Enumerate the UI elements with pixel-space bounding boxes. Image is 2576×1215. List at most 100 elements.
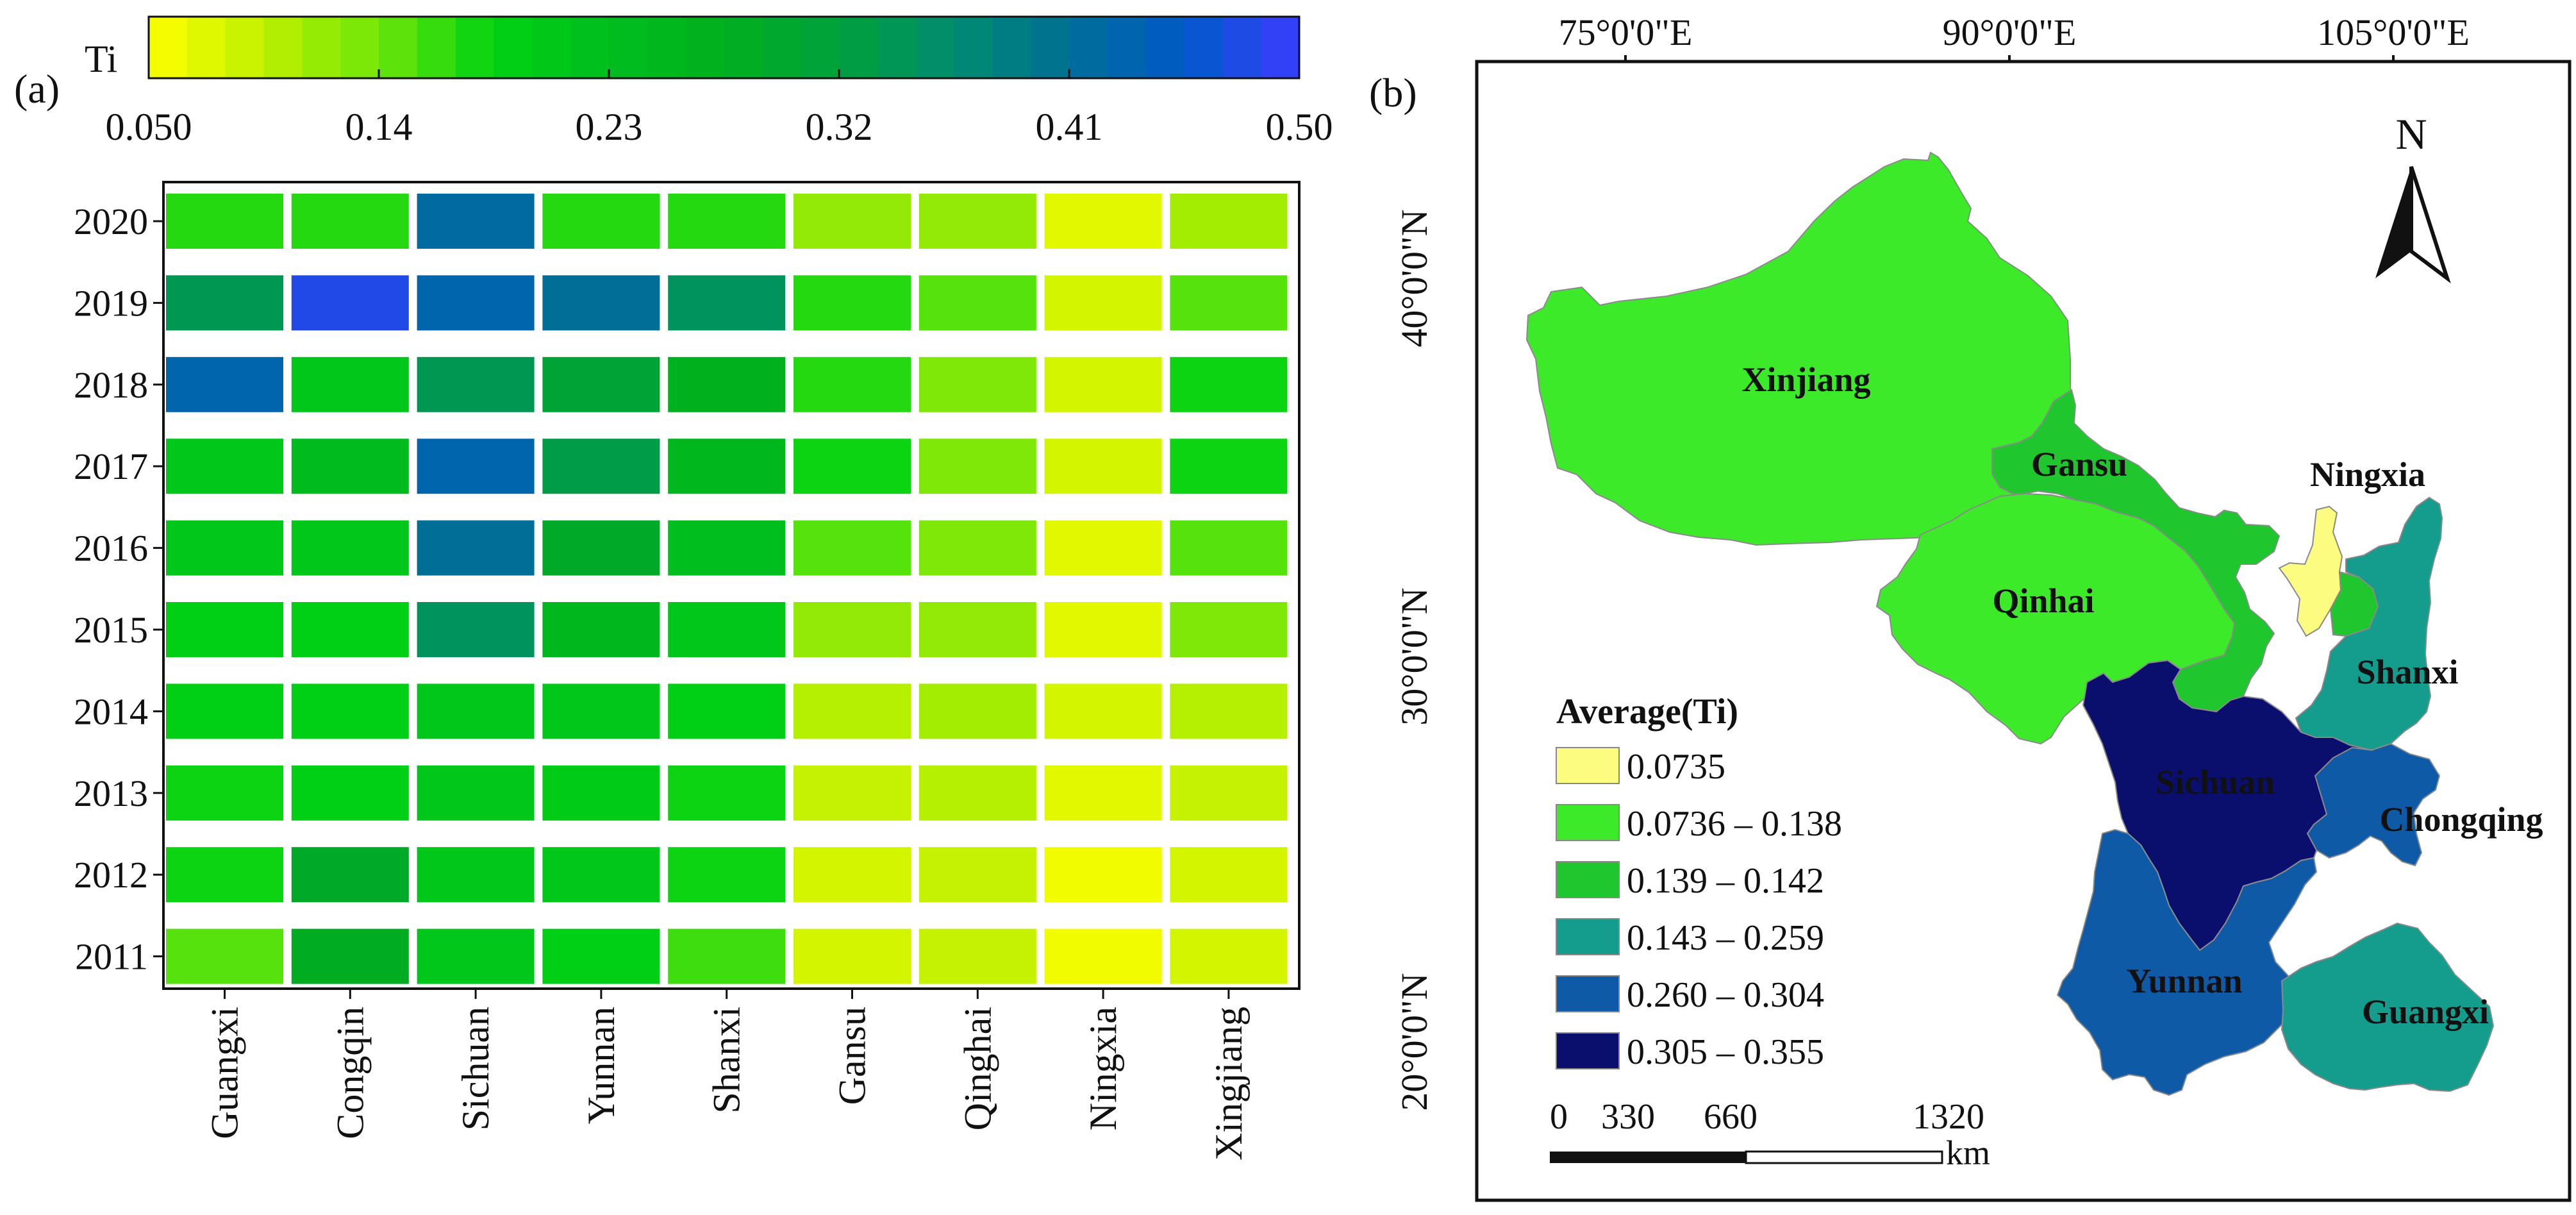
map-label-shanxi: Shanxi: [2356, 653, 2458, 691]
heatmap-cell: [918, 275, 1036, 331]
heatmap-cell: [668, 765, 786, 821]
heatmap-cell: [542, 520, 660, 576]
heatmap-cell: [668, 602, 786, 657]
heatmap-cell: [1170, 356, 1288, 412]
colorbar-block: [417, 17, 456, 78]
heatmap-cell: [291, 847, 409, 903]
province-label: Sichuan: [454, 1007, 497, 1130]
heatmap-cell: [1170, 928, 1288, 984]
legend-label: 0.0736 – 0.138: [1627, 804, 1842, 844]
legend-swatch: [1556, 747, 1620, 784]
scale-unit: km: [1946, 1134, 1990, 1172]
heatmap-cell: [794, 194, 911, 249]
heatmap-cell: [1044, 847, 1162, 903]
colorbar-title: Ti: [85, 38, 117, 80]
heatmap-cell: [918, 520, 1036, 576]
heatmap-cell: [794, 847, 911, 903]
scale-label-330: 330: [1601, 1097, 1655, 1137]
province-label: Xingjiang: [1208, 1007, 1250, 1161]
map-label-guangxi: Guangxi: [2362, 993, 2489, 1031]
heatmap-cell: [668, 520, 786, 576]
colorbar-frame: [147, 15, 1300, 80]
heatmap-cell: [291, 194, 409, 249]
region-xinjiang: [1525, 151, 2071, 546]
heatmap-cell: [794, 275, 911, 331]
heatmap-cell: [794, 765, 911, 821]
heatmap-cell: [417, 439, 535, 494]
heatmap-cell: [1044, 928, 1162, 984]
heatmap-cell: [417, 765, 535, 821]
heatmap-cell: [542, 439, 660, 494]
map-label-qinhai: Qinhai: [1992, 582, 2094, 620]
heatmap-cell: [291, 439, 409, 494]
scale-segment-empty: [1745, 1150, 1943, 1164]
lon-label-105: 105°0'0"E: [2317, 12, 2470, 53]
heatmap-cell: [668, 275, 786, 331]
lon-label-90: 90°0'0"E: [1943, 12, 2077, 53]
heatmap-cell: [291, 683, 409, 739]
heatmap-cell: [1044, 194, 1162, 249]
province-shapes: [1525, 151, 2495, 1096]
colorbar-block: [762, 17, 801, 78]
heatmap-cell: [1170, 520, 1288, 576]
colorbar-block: [494, 17, 533, 78]
province-axis-labels: Guangxi Congqin Sichuan Yunnan Shanxi Gansu Qi…: [204, 989, 1250, 1161]
colorbar-block: [801, 17, 840, 78]
province-label: Congqin: [329, 1007, 371, 1139]
heatmap-cell: [166, 194, 283, 249]
heatmap-cell: [542, 602, 660, 657]
heatmap-cell: [417, 520, 535, 576]
heatmap-cell: [166, 439, 283, 494]
legend-label: 0.260 – 0.304: [1627, 975, 1824, 1015]
colorbar-block: [302, 17, 341, 78]
heatmap-cell: [1170, 602, 1288, 657]
colorbar-block: [839, 17, 878, 78]
colorbar-tick-label: 0.23: [576, 106, 643, 148]
scale-segment-filled: [1550, 1152, 1746, 1163]
legend-title: Average(Ti): [1556, 692, 1738, 732]
heatmap-cell: [794, 683, 911, 739]
heatmap-cell: [166, 683, 283, 739]
heatmap-cell: [166, 847, 283, 903]
north-arrow-icon: N: [2375, 110, 2451, 284]
colorbar: [149, 17, 1300, 78]
heatmap-cell: [668, 356, 786, 412]
colorbar-block: [915, 17, 955, 78]
heatmap-cell: [668, 847, 786, 903]
colorbar-block: [263, 17, 303, 78]
panel-b-map: (b) 75°0'0"E 90°0'0"E 105°0'0"E 40°0'0"N…: [1369, 12, 2572, 1202]
heatmap-cell: [1044, 439, 1162, 494]
colorbar-tick-label: 0.050: [106, 106, 192, 148]
legend-label: 0.143 – 0.259: [1627, 918, 1824, 958]
year-label: 2017: [74, 446, 148, 487]
heatmap-cell: [1044, 683, 1162, 739]
province-label: Ningxia: [1082, 1007, 1124, 1130]
heatmap-cell: [918, 356, 1036, 412]
colorbar-block: [954, 17, 993, 78]
colorbar-block: [609, 17, 648, 78]
colorbar-block: [570, 17, 610, 78]
heatmap-cell: [291, 928, 409, 984]
year-label: 2020: [74, 201, 148, 242]
year-label: 2019: [74, 282, 148, 324]
province-label: Qinghai: [956, 1007, 999, 1130]
legend-label: 0.139 – 0.142: [1627, 861, 1824, 901]
colorbar-tick-label: 0.50: [1266, 106, 1333, 148]
heatmap-cell: [668, 439, 786, 494]
colorbar-block: [187, 17, 226, 78]
province-label: Yunnan: [580, 1007, 622, 1124]
lat-label-40: 40°0'0"N: [1393, 209, 1435, 347]
province-label: Shanxi: [706, 1007, 748, 1114]
heatmap-cell: [417, 847, 535, 903]
heatmap-cell: [1170, 275, 1288, 331]
colorbar-block: [647, 17, 686, 78]
colorbar-block: [340, 17, 379, 78]
year-axis-labels: 2020 2019 2018 2017 2016 2015 2014 2013 2012 2011: [74, 201, 163, 978]
scale-label-0: 0: [1550, 1097, 1568, 1137]
heatmap-cell: [291, 520, 409, 576]
colorbar-block: [1145, 17, 1185, 78]
colorbar-block: [1031, 17, 1070, 78]
legend-swatch: [1556, 918, 1620, 955]
heatmap-cell: [918, 683, 1036, 739]
heatmap-cell: [542, 356, 660, 412]
